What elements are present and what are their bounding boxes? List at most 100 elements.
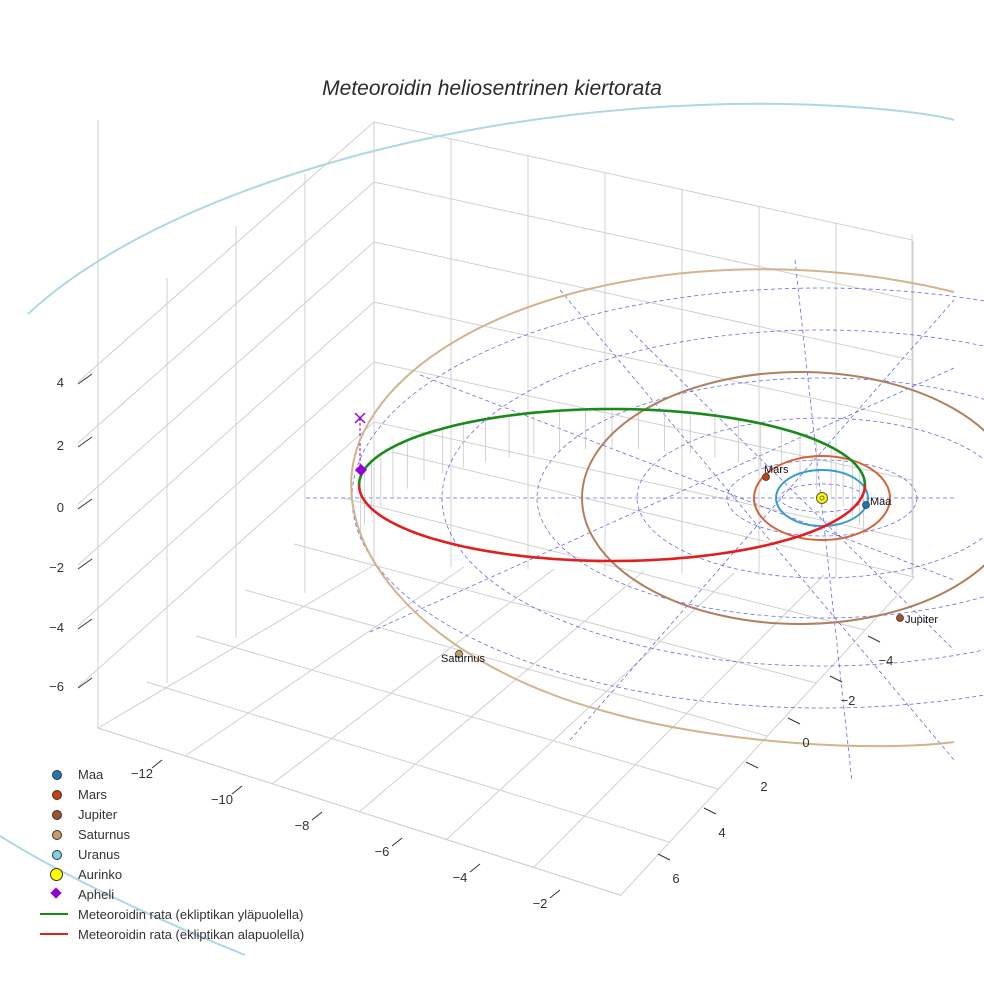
jupiter-marker bbox=[896, 614, 904, 622]
z-tick-mark bbox=[77, 618, 93, 630]
y-tick-label: −2 bbox=[841, 693, 856, 708]
uranus-orbit-arc bbox=[27, 102, 955, 315]
axis-gridline bbox=[293, 543, 817, 684]
reference-ring bbox=[536, 377, 984, 619]
apheli-top-marker bbox=[354, 412, 366, 424]
legend-entry: Aurinko bbox=[38, 864, 378, 884]
x-tick-label: −6 bbox=[375, 844, 390, 859]
legend-marker bbox=[52, 790, 62, 800]
aurinko-core bbox=[819, 495, 825, 501]
axis-grid bbox=[77, 120, 915, 897]
legend-marker bbox=[52, 830, 62, 840]
x-tick-label: −10 bbox=[211, 792, 233, 807]
axis-gridline bbox=[358, 570, 645, 813]
mars-orbit bbox=[753, 455, 891, 541]
legend-symbol bbox=[38, 884, 78, 904]
legend-label: Jupiter bbox=[78, 806, 118, 822]
y-tick-mark bbox=[703, 807, 717, 815]
mars-label: Mars bbox=[764, 464, 789, 476]
legend-symbol bbox=[38, 764, 78, 784]
axis-gridline bbox=[146, 681, 670, 843]
legend: Maa Mars Jupiter Saturnus Uranus Aurinko Aphel… bbox=[38, 764, 378, 944]
legend-marker bbox=[40, 913, 68, 915]
y-tick-mark bbox=[867, 635, 881, 643]
legend-label: Mars bbox=[78, 786, 107, 802]
reference-ray bbox=[569, 299, 955, 741]
z-tick-mark bbox=[77, 558, 93, 570]
aurinko-marker bbox=[816, 492, 828, 504]
legend-entry: Saturnus bbox=[38, 824, 378, 844]
legend-entry: Mars bbox=[38, 784, 378, 804]
legend-entry: Meteoroidin rata (ekliptikan yläpuolella… bbox=[38, 904, 378, 924]
meteoroid-orbit bbox=[357, 407, 867, 563]
ecliptic-reference-grid bbox=[306, 259, 984, 783]
maa-label: Maa bbox=[870, 496, 892, 508]
x-tick-label: −4 bbox=[453, 870, 468, 885]
y-tick-mark bbox=[829, 675, 843, 683]
z-tick-mark bbox=[77, 373, 93, 385]
legend-symbol bbox=[38, 864, 78, 884]
legend-entry: Apheli bbox=[38, 884, 378, 904]
z-tick-mark bbox=[77, 498, 93, 510]
x-tick-mark bbox=[391, 837, 403, 847]
meteoroid-orbit-below bbox=[357, 484, 867, 563]
legend-label: Meteoroidin rata (ekliptikan alapuolella… bbox=[78, 926, 305, 942]
x-tick-mark bbox=[549, 889, 561, 899]
chart-title: Meteoroidin heliosentrinen kiertorata bbox=[322, 77, 662, 100]
legend-symbol bbox=[38, 824, 78, 844]
x-tick-label: −8 bbox=[295, 818, 310, 833]
celestial-bodies: Maa Mars Jupiter Saturnus bbox=[354, 412, 938, 665]
axis-gridline bbox=[342, 497, 866, 631]
x-tick-mark bbox=[311, 811, 323, 821]
legend-entry: Meteoroidin rata (ekliptikan alapuolella… bbox=[38, 924, 378, 944]
uranus-orbit-arc bbox=[0, 835, 246, 956]
saturnus-label: Saturnus bbox=[441, 653, 486, 665]
x-tick-mark bbox=[151, 759, 163, 769]
reference-ray bbox=[419, 374, 955, 581]
saturnus-marker bbox=[455, 650, 463, 658]
legend-symbol bbox=[38, 784, 78, 804]
y-tick-mark bbox=[657, 853, 671, 861]
axis-gridline bbox=[184, 566, 465, 757]
x-tick-label: −2 bbox=[533, 896, 548, 911]
legend-entry: Maa bbox=[38, 764, 378, 784]
y-tick-mark bbox=[745, 761, 759, 769]
reference-ray bbox=[629, 329, 955, 651]
legend-marker bbox=[52, 810, 62, 820]
mars-marker bbox=[762, 473, 770, 481]
legend-marker bbox=[52, 850, 62, 860]
legend-entry: Uranus bbox=[38, 844, 378, 864]
saturnus-orbit bbox=[350, 268, 955, 748]
axis-gridline bbox=[195, 635, 719, 790]
z-tick-label: −2 bbox=[49, 560, 64, 575]
legend-marker bbox=[52, 770, 62, 780]
z-tick-label: 4 bbox=[57, 375, 64, 390]
legend-marker bbox=[40, 933, 68, 935]
z-tick-label: −4 bbox=[49, 620, 64, 635]
z-tick-label: −6 bbox=[49, 679, 64, 694]
axis-gridline bbox=[77, 121, 913, 383]
axis-gridline bbox=[77, 301, 913, 566]
meteoroid-orbit-above bbox=[357, 407, 867, 486]
jupiter-orbit bbox=[581, 371, 984, 625]
z-tick-mark bbox=[77, 677, 93, 689]
y-tick-label: −4 bbox=[879, 653, 894, 668]
y-tick-label: 0 bbox=[802, 735, 809, 750]
z-tick-label: 0 bbox=[57, 500, 64, 515]
legend-symbol bbox=[38, 904, 78, 924]
x-tick-label: −12 bbox=[131, 766, 153, 781]
reference-ray bbox=[559, 289, 955, 761]
maa-marker bbox=[862, 501, 870, 509]
x-tick-mark bbox=[231, 785, 243, 795]
legend-label: Uranus bbox=[78, 846, 120, 862]
axis-gridline bbox=[619, 576, 915, 897]
y-tick-label: 6 bbox=[672, 871, 679, 886]
legend-symbol bbox=[38, 804, 78, 824]
jupiter-label: Jupiter bbox=[905, 614, 938, 626]
x-tick-mark bbox=[469, 863, 481, 873]
axis-ticks: −12 −10 −8 −6 −4 −2 −4 −2 0 2 4 6 4 2 0 −2 −4 −6 bbox=[49, 373, 894, 911]
z-tick-label: 2 bbox=[57, 438, 64, 453]
y-tick-label: 4 bbox=[718, 825, 725, 840]
legend-marker bbox=[50, 868, 63, 881]
